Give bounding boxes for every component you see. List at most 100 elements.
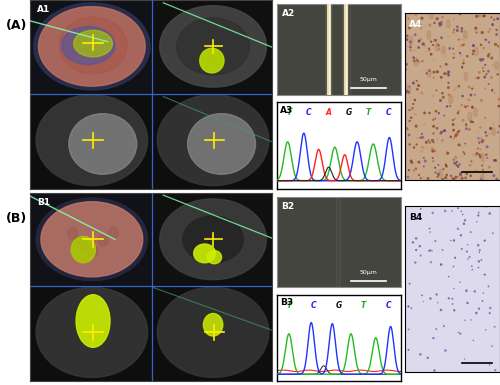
Point: [430, 158, 438, 164]
Point: [476, 247, 484, 253]
Point: [488, 55, 496, 61]
Point: [408, 159, 416, 166]
Point: [474, 264, 482, 271]
Point: [418, 90, 426, 96]
Point: [450, 27, 458, 33]
Point: [427, 259, 435, 265]
Point: [458, 208, 466, 214]
Text: T: T: [286, 301, 292, 310]
Point: [450, 263, 458, 270]
Ellipse shape: [74, 30, 112, 57]
Point: [412, 111, 420, 117]
Text: C: C: [386, 301, 391, 310]
Point: [454, 24, 462, 30]
Point: [450, 160, 458, 166]
Point: [471, 288, 479, 295]
Point: [462, 122, 470, 129]
Point: [404, 16, 412, 22]
Point: [406, 107, 413, 113]
Point: [444, 273, 452, 280]
Point: [483, 144, 491, 150]
Point: [466, 162, 474, 169]
Point: [456, 161, 464, 167]
Point: [469, 51, 477, 57]
Point: [479, 137, 487, 144]
Point: [454, 27, 462, 33]
Point: [426, 229, 434, 235]
Point: [444, 80, 452, 86]
Point: [486, 126, 494, 132]
Point: [450, 55, 458, 61]
Point: [443, 71, 451, 77]
Point: [440, 94, 448, 100]
Point: [418, 292, 426, 298]
Text: A: A: [326, 109, 332, 117]
Ellipse shape: [176, 18, 250, 75]
Point: [406, 42, 414, 48]
Point: [452, 85, 460, 91]
Bar: [30, 193, 152, 286]
Point: [434, 42, 442, 48]
Point: [470, 151, 478, 157]
Point: [474, 25, 482, 32]
Point: [459, 117, 467, 124]
Point: [408, 105, 416, 111]
Point: [449, 122, 457, 128]
Point: [410, 77, 418, 83]
Point: [455, 83, 463, 89]
Point: [480, 13, 488, 19]
Point: [406, 39, 414, 45]
Ellipse shape: [160, 6, 266, 87]
Point: [476, 56, 484, 62]
Point: [434, 300, 442, 306]
Point: [447, 134, 455, 140]
Point: [402, 49, 409, 55]
Point: [436, 97, 444, 104]
Point: [494, 44, 500, 50]
Point: [424, 137, 432, 144]
Point: [462, 104, 469, 110]
Point: [432, 108, 440, 114]
Point: [418, 134, 426, 141]
Point: [456, 172, 464, 178]
Point: [411, 97, 419, 103]
Point: [445, 92, 453, 98]
Point: [426, 47, 434, 53]
Point: [469, 119, 477, 125]
Point: [442, 175, 450, 181]
Point: [416, 206, 424, 212]
Point: [463, 249, 471, 255]
Point: [426, 295, 434, 301]
Point: [438, 90, 446, 96]
Point: [456, 11, 464, 17]
Point: [462, 175, 469, 181]
Point: [430, 123, 438, 129]
Point: [426, 247, 434, 253]
Point: [458, 154, 466, 160]
Ellipse shape: [71, 236, 96, 263]
Point: [452, 174, 460, 180]
Point: [462, 121, 470, 127]
Point: [442, 162, 450, 168]
Point: [450, 127, 458, 133]
Point: [474, 213, 482, 219]
Point: [494, 43, 500, 49]
Point: [436, 20, 444, 27]
Point: [422, 139, 430, 146]
Point: [425, 45, 433, 52]
Point: [468, 105, 476, 111]
Point: [440, 166, 448, 172]
Point: [432, 238, 440, 244]
Point: [407, 158, 415, 164]
Point: [434, 162, 442, 168]
Point: [451, 254, 459, 261]
Point: [488, 14, 496, 20]
Point: [420, 110, 428, 116]
Point: [419, 41, 427, 47]
Point: [470, 48, 478, 54]
Point: [452, 159, 460, 165]
Point: [404, 347, 412, 353]
Point: [404, 89, 412, 95]
Point: [412, 235, 420, 241]
Ellipse shape: [406, 85, 410, 93]
